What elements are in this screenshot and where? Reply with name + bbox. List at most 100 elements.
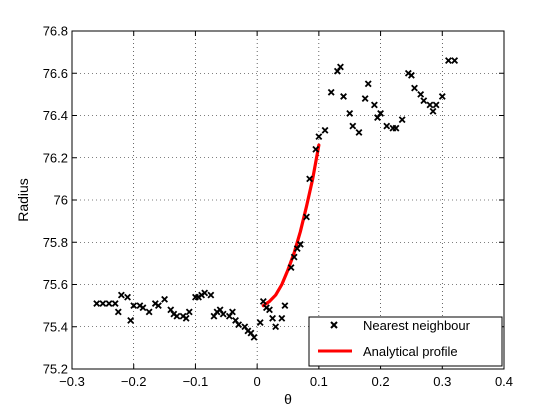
- nearest-neighbour-point: [349, 122, 357, 130]
- legend-box: [308, 316, 503, 367]
- nearest-neighbour-point: [256, 319, 264, 326]
- nearest-neighbour-point: [259, 297, 267, 305]
- nearest-neighbour-point: [398, 116, 406, 124]
- nearest-neighbour-point: [438, 93, 446, 100]
- point-stroke: [201, 289, 209, 297]
- nearest-neighbour-point: [124, 293, 131, 301]
- point-stroke: [111, 300, 119, 307]
- nearest-neighbour-point: [99, 300, 107, 307]
- point-stroke: [259, 297, 267, 305]
- nearest-neighbour-point: [407, 71, 415, 79]
- nearest-neighbour-point: [182, 314, 190, 322]
- y-tick-label: 75.4: [43, 319, 68, 334]
- y-tick-label: 75.8: [43, 235, 68, 250]
- nearest-neighbour-point: [207, 291, 215, 299]
- nearest-neighbour-point: [219, 310, 227, 318]
- nearest-neighbour-point: [417, 90, 425, 98]
- nearest-neighbour-point: [370, 101, 378, 109]
- point-stroke: [392, 124, 400, 132]
- nearest-neighbour-point: [105, 300, 113, 307]
- nearest-neighbour-point: [327, 88, 335, 96]
- nearest-neighbour-point: [161, 295, 169, 303]
- point-stroke: [256, 319, 264, 326]
- nearest-neighbour-point: [173, 312, 181, 320]
- nearest-neighbour-point: [145, 308, 153, 316]
- nearest-neighbour-point: [269, 314, 277, 322]
- point-stroke: [312, 145, 320, 153]
- point-stroke: [216, 306, 224, 314]
- nearest-neighbour-point: [281, 302, 289, 310]
- point-stroke: [303, 213, 310, 221]
- point-stroke: [114, 308, 122, 316]
- x-tick-label: 0.1: [310, 374, 328, 389]
- y-axis-title: Radius: [15, 178, 31, 222]
- y-tick-label: 75.2: [43, 362, 68, 377]
- nearest-neighbour-point: [451, 57, 459, 65]
- nearest-neighbour-point: [340, 93, 347, 100]
- x-tick-label: −0.1: [183, 374, 209, 389]
- nearest-neighbour-point: [114, 308, 122, 316]
- nearest-neighbour-point: [290, 253, 298, 261]
- y-tick-label: 75.6: [43, 277, 68, 292]
- nearest-neighbour-point: [250, 333, 258, 341]
- nearest-neighbour-point: [364, 80, 372, 88]
- nearest-neighbour-point: [303, 213, 310, 221]
- point-stroke: [105, 300, 113, 307]
- point-stroke: [438, 93, 446, 100]
- nearest-neighbour-point: [337, 63, 344, 71]
- point-stroke: [130, 302, 138, 310]
- point-stroke: [315, 133, 323, 141]
- nearest-neighbour-point: [315, 133, 323, 141]
- point-stroke: [266, 306, 273, 314]
- point-stroke: [321, 126, 329, 134]
- nearest-neighbour-point: [296, 240, 304, 248]
- point-stroke: [432, 101, 440, 109]
- point-stroke: [185, 308, 193, 316]
- nearest-neighbour-point: [445, 57, 452, 65]
- point-stroke: [426, 101, 434, 109]
- point-stroke: [398, 116, 406, 124]
- nearest-neighbour-point: [278, 314, 286, 322]
- point-stroke: [99, 300, 107, 307]
- point-stroke: [383, 122, 391, 130]
- point-stroke: [445, 57, 452, 65]
- point-stroke: [124, 293, 131, 301]
- nearest-neighbour-point: [306, 175, 314, 183]
- point-stroke: [127, 316, 135, 324]
- x-tick-label: 0.3: [433, 374, 451, 389]
- nearest-neighbour-point: [127, 316, 135, 324]
- point-stroke: [154, 302, 162, 310]
- nearest-neighbour-point: [321, 126, 329, 134]
- point-stroke: [370, 101, 378, 109]
- y-tick-label: 76.4: [43, 108, 68, 123]
- point-stroke: [337, 63, 344, 71]
- nearest-neighbour-point: [287, 264, 295, 272]
- point-stroke: [420, 97, 428, 105]
- point-stroke: [235, 321, 243, 329]
- point-stroke: [229, 308, 236, 316]
- nearest-neighbour-point: [426, 101, 434, 109]
- x-tick-label: −0.2: [121, 374, 147, 389]
- point-stroke: [407, 71, 415, 79]
- point-stroke: [167, 306, 175, 314]
- point-stroke: [451, 57, 459, 65]
- point-stroke: [364, 80, 372, 88]
- point-stroke: [429, 107, 437, 115]
- point-stroke: [287, 264, 295, 272]
- x-tick-label: 0: [254, 374, 261, 389]
- point-stroke: [139, 304, 147, 312]
- point-stroke: [93, 300, 101, 307]
- y-tick-label: 76.6: [43, 66, 68, 81]
- point-stroke: [207, 291, 215, 299]
- point-stroke: [219, 310, 227, 318]
- legend: Nearest neighbour Analytical profile: [308, 316, 503, 367]
- nearest-neighbour-point: [139, 304, 147, 312]
- nearest-neighbour-point: [377, 109, 385, 117]
- point-stroke: [182, 314, 190, 322]
- nearest-neighbour-point: [111, 300, 119, 307]
- point-stroke: [296, 240, 304, 248]
- point-stroke: [346, 109, 354, 117]
- nearest-neighbour-point: [229, 308, 236, 316]
